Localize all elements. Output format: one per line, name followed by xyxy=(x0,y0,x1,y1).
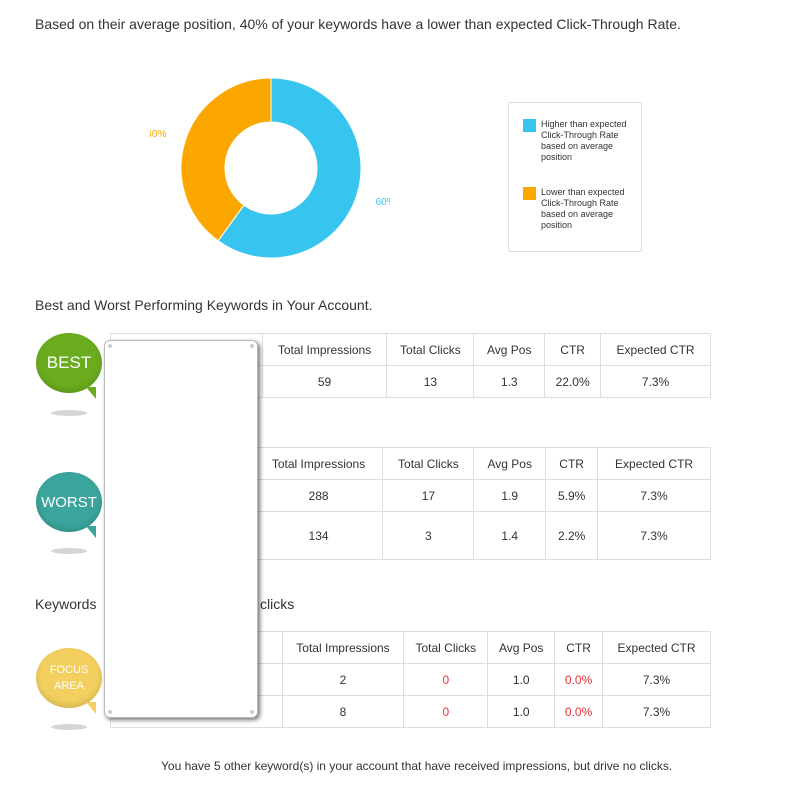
chart-label-higher: 60% xyxy=(376,197,390,208)
legend-label-higher: Higher than expected Click-Through Rate … xyxy=(541,119,627,162)
column-header: CTR xyxy=(545,447,599,480)
column-header: Avg Pos xyxy=(473,333,546,366)
impressions-cell: 8 xyxy=(281,695,405,728)
column-header: Total Impressions xyxy=(281,631,405,664)
best-worst-heading: Best and Worst Performing Keywords in Yo… xyxy=(35,297,373,313)
clicks-cell: 17 xyxy=(382,479,475,512)
legend-item-higher[interactable]: Higher than expected Click-Through Rate … xyxy=(523,119,631,163)
impressions-cell: 288 xyxy=(253,479,384,512)
ctr-cell: 0.0% xyxy=(554,695,604,728)
expected-ctr-cell: 7.3% xyxy=(600,365,711,398)
column-header: Expected CTR xyxy=(602,631,711,664)
badge-shadow xyxy=(51,724,87,730)
column-header: Total Clicks xyxy=(403,631,489,664)
chart-label-lower: 40% xyxy=(150,129,166,140)
badge-tail xyxy=(86,387,96,399)
expected-ctr-cell: 7.3% xyxy=(602,663,711,696)
legend-swatch-lower xyxy=(523,187,536,200)
column-header: Total Impressions xyxy=(261,333,388,366)
ctr-donut-chart: 60% 40% xyxy=(150,77,390,259)
focus-badge-line1: FOCUS xyxy=(49,664,89,676)
badge-tail xyxy=(86,526,96,538)
best-badge: BEST xyxy=(36,333,102,399)
corner-dot xyxy=(108,710,112,714)
column-header: Total Clicks xyxy=(386,333,475,366)
impressions-cell: 2 xyxy=(281,663,405,696)
avg-pos-cell: 1.3 xyxy=(473,365,546,398)
keyword-popup-overlay[interactable] xyxy=(104,340,258,718)
legend-item-lower[interactable]: Lower than expected Click-Through Rate b… xyxy=(523,187,631,231)
corner-dot xyxy=(250,710,254,714)
ctr-cell: 22.0% xyxy=(544,365,602,398)
badge-shadow xyxy=(51,548,87,554)
column-header: Total Impressions xyxy=(253,447,384,480)
legend-swatch-higher xyxy=(523,119,536,132)
impressions-cell: 134 xyxy=(253,511,384,560)
clicks-cell: 0 xyxy=(403,695,489,728)
expected-ctr-cell: 7.3% xyxy=(602,695,711,728)
table-header-row: Total Impressions Total Clicks Avg Pos C… xyxy=(110,333,711,366)
ctr-cell: 2.2% xyxy=(545,511,599,560)
column-header: Expected CTR xyxy=(597,447,711,480)
badge-shadow xyxy=(51,410,87,416)
avg-pos-cell: 1.4 xyxy=(473,511,547,560)
clicks-cell: 3 xyxy=(382,511,475,560)
column-header: CTR xyxy=(544,333,602,366)
chart-legend: Higher than expected Click-Through Rate … xyxy=(508,102,642,252)
avg-pos-cell: 1.0 xyxy=(487,663,556,696)
expected-ctr-cell: 7.3% xyxy=(597,511,711,560)
impressions-cell: 59 xyxy=(261,365,388,398)
best-badge-label: BEST xyxy=(46,353,92,372)
worst-badge: WORST xyxy=(36,472,102,538)
focus-area-badge: FOCUS AREA xyxy=(36,648,102,714)
focus-badge-line2: AREA xyxy=(54,680,84,692)
clicks-cell: 13 xyxy=(386,365,475,398)
column-header: Avg Pos xyxy=(487,631,556,664)
worst-badge-label: WORST xyxy=(41,493,97,511)
ctr-cell: 5.9% xyxy=(545,479,599,512)
column-header: Expected CTR xyxy=(600,333,711,366)
column-header: CTR xyxy=(554,631,604,664)
chart-slice-lower[interactable] xyxy=(180,77,272,242)
expected-ctr-cell: 7.3% xyxy=(597,479,711,512)
avg-pos-cell: 1.0 xyxy=(487,695,556,728)
table-row: 2 0 1.0 0.0% 7.3% xyxy=(110,663,711,696)
legend-label-lower: Lower than expected Click-Through Rate b… xyxy=(541,187,625,230)
avg-pos-cell: 1.9 xyxy=(473,479,547,512)
corner-dot xyxy=(250,344,254,348)
footer-note: You have 5 other keyword(s) in your acco… xyxy=(161,759,673,773)
chart-slice-higher[interactable] xyxy=(217,77,362,259)
ctr-cell: 0.0% xyxy=(554,663,604,696)
summary-headline: Based on their average position, 40% of … xyxy=(35,16,681,32)
column-header: Avg Pos xyxy=(473,447,547,480)
corner-dot xyxy=(108,344,112,348)
focus-heading-start: Keywords xyxy=(35,596,97,612)
badge-tail xyxy=(86,702,96,714)
focus-heading-end: clicks xyxy=(260,596,295,612)
clicks-cell: 0 xyxy=(403,663,489,696)
column-header: Total Clicks xyxy=(382,447,475,480)
